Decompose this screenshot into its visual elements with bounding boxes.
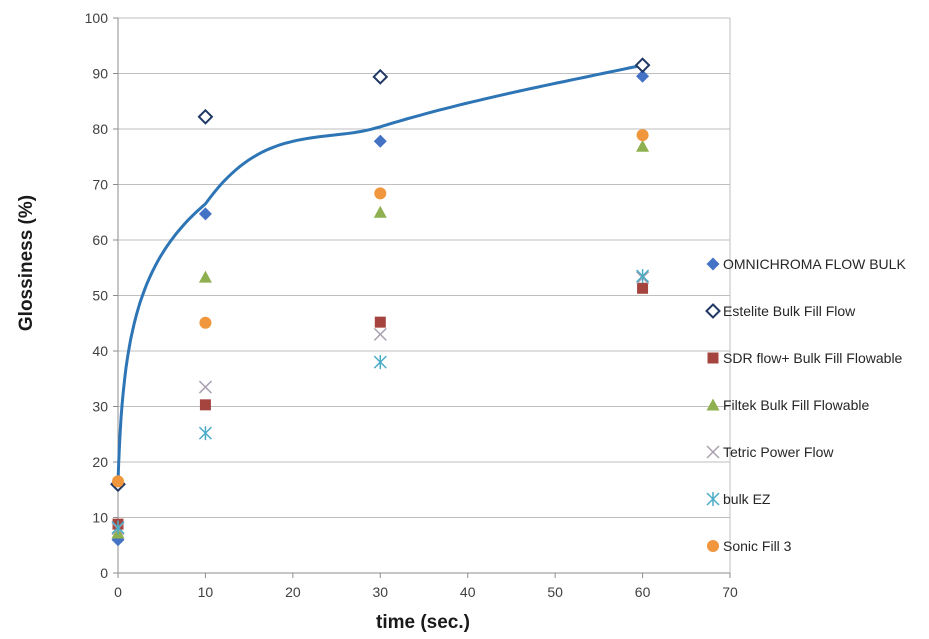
y-tick-label: 70 — [92, 177, 108, 193]
legend-item: OMNICHROMA FLOW BULK — [706, 256, 906, 272]
legend-item: SDR flow+ Bulk Fill Flowable — [707, 350, 903, 366]
data-point — [112, 475, 124, 488]
legend-label: OMNICHROMA FLOW BULK — [723, 256, 906, 272]
legend: OMNICHROMA FLOW BULK Estelite Bulk Fill F… — [705, 256, 906, 554]
data-point — [198, 426, 212, 441]
data-point — [198, 380, 212, 394]
data-point — [636, 139, 650, 152]
x-tick-label: 30 — [372, 584, 388, 600]
legend-marker — [706, 257, 720, 271]
legend-item: Filtek Bulk Fill Flowable — [706, 397, 869, 413]
legend-label: Sonic Fill 3 — [723, 538, 792, 554]
y-tick-label: 20 — [92, 454, 108, 470]
y-tick-label: 40 — [92, 343, 108, 359]
x-tick-label: 40 — [460, 584, 476, 600]
x-tick-label: 70 — [722, 584, 738, 600]
y-tick-label: 50 — [92, 288, 108, 304]
trend-line — [116, 63, 643, 485]
data-point — [636, 129, 649, 142]
data-point — [374, 316, 386, 328]
data-point — [373, 134, 387, 148]
series-6 — [111, 269, 650, 535]
legend-marker — [705, 303, 721, 319]
data-point — [198, 270, 212, 283]
data-point — [373, 327, 387, 341]
data-point — [636, 269, 650, 284]
data-point — [111, 520, 125, 535]
data-points — [110, 57, 651, 547]
legend-marker — [706, 398, 720, 411]
y-tick-label: 100 — [85, 10, 109, 26]
x-marker-stroke — [706, 445, 720, 459]
y-tick-label: 30 — [92, 399, 108, 415]
data-point — [199, 316, 212, 329]
data-point — [199, 399, 211, 411]
x-tick-label: 60 — [635, 584, 651, 600]
series-2 — [110, 57, 651, 493]
legend-marker — [707, 352, 719, 364]
x-tick-label: 50 — [547, 584, 563, 600]
legend-item: Estelite Bulk Fill Flow — [705, 303, 856, 319]
y-tick-labels: 0 10 20 30 40 50 60 70 80 90 100 — [85, 10, 109, 581]
y-tick-label: 0 — [100, 565, 108, 581]
legend-marker — [707, 540, 719, 552]
legend-label: Estelite Bulk Fill Flow — [723, 303, 856, 319]
series-7 — [112, 129, 649, 488]
x-marker-stroke — [198, 380, 212, 394]
legend-label: SDR flow+ Bulk Fill Flowable — [723, 350, 903, 366]
data-point — [637, 282, 649, 294]
y-axis-title: Glossiness (%) — [16, 195, 37, 331]
legend-label: Filtek Bulk Fill Flowable — [723, 397, 869, 413]
x-tick-labels: 0 10 20 30 40 50 60 70 — [114, 584, 738, 600]
series-1 — [111, 69, 650, 547]
y-tick-label: 10 — [92, 510, 108, 526]
legend-label: bulk EZ — [723, 491, 771, 507]
data-point — [372, 68, 389, 85]
legend-marker — [706, 445, 720, 459]
x-axis-title: time (sec.) — [376, 612, 470, 633]
data-point — [197, 108, 214, 125]
x-tick-label: 20 — [285, 584, 301, 600]
legend-label: Tetric Power Flow — [723, 444, 834, 460]
legend-item: bulk EZ — [706, 491, 771, 507]
data-point — [373, 205, 387, 218]
legend-marker — [706, 492, 720, 506]
x-tick-label: 10 — [198, 584, 214, 600]
axes — [113, 17, 731, 578]
series-5 — [111, 271, 650, 536]
legend-item: Sonic Fill 3 — [707, 538, 792, 554]
data-point — [373, 355, 387, 370]
legend-item: Tetric Power Flow — [706, 444, 834, 460]
y-tick-label: 90 — [92, 66, 108, 82]
data-point — [374, 187, 387, 200]
series-4 — [111, 139, 650, 539]
grid-lines — [118, 17, 731, 573]
y-tick-label: 80 — [92, 121, 108, 137]
data-point — [634, 57, 651, 74]
y-tick-label: 60 — [92, 232, 108, 248]
data-point — [636, 69, 650, 83]
x-marker-stroke — [373, 327, 387, 341]
data-point — [198, 207, 212, 221]
x-tick-label: 0 — [114, 584, 122, 600]
